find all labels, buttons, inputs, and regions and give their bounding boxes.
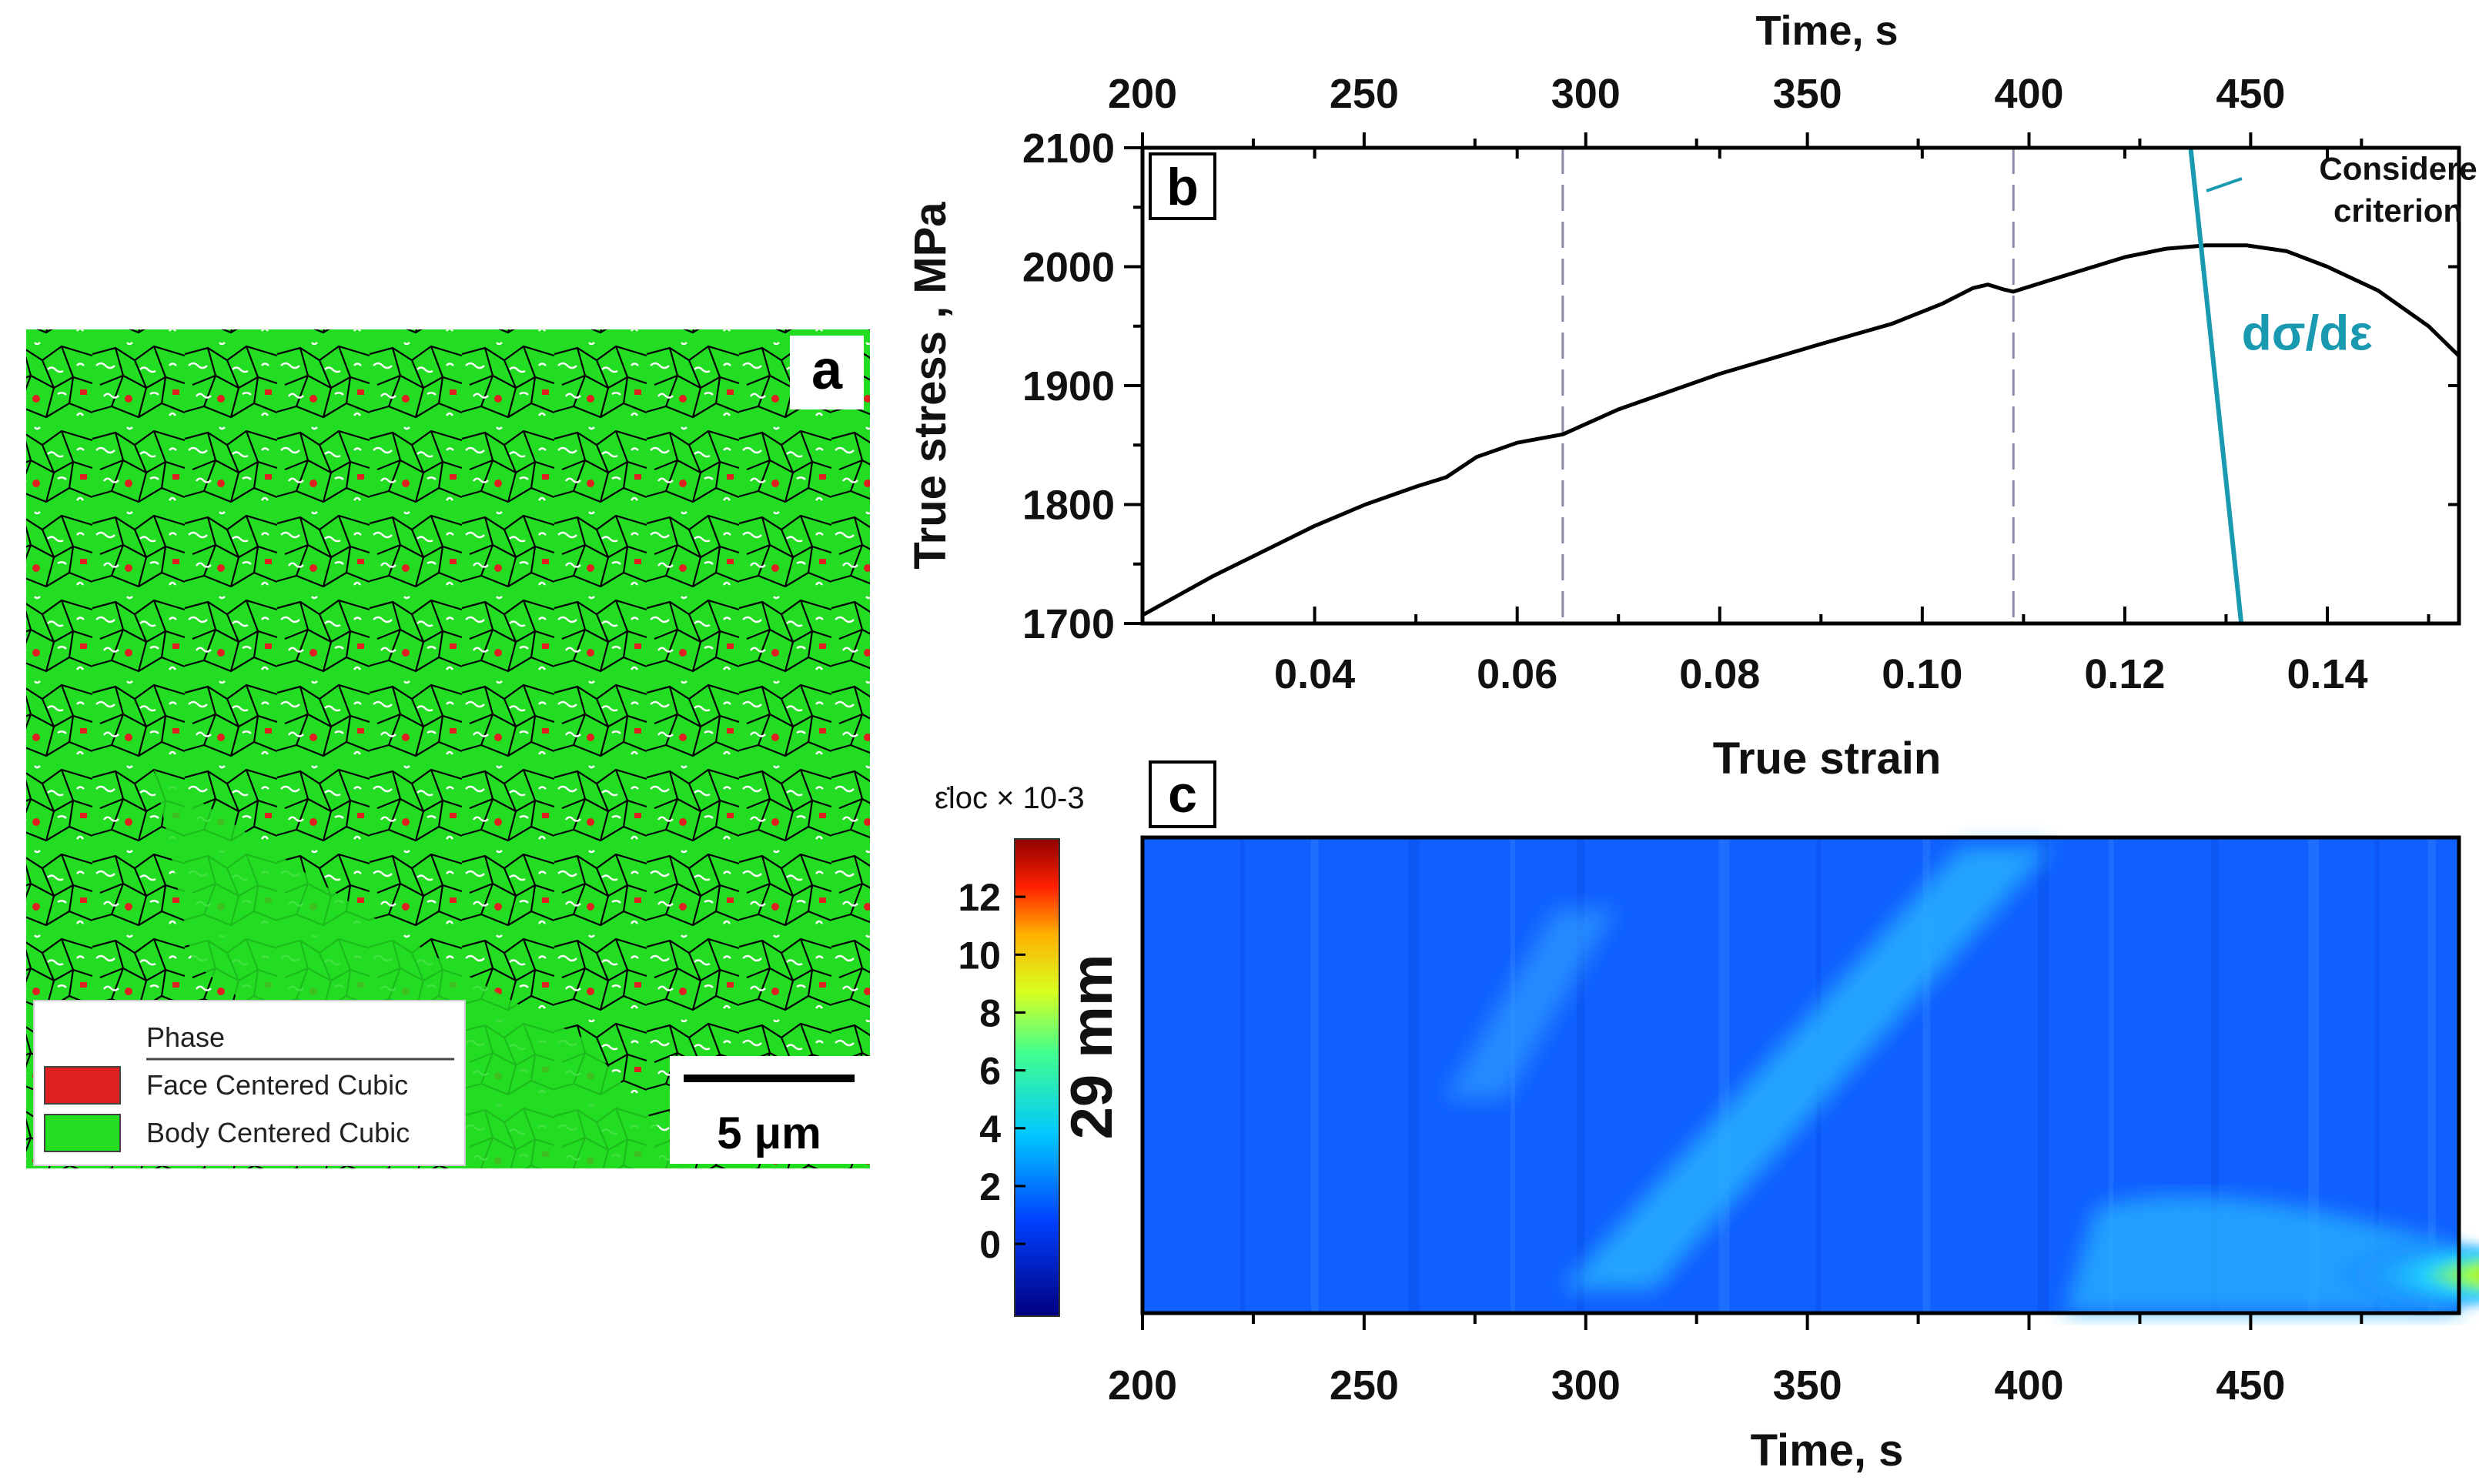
c-x-tick-label: 400 <box>1994 1362 2063 1409</box>
localization-band <box>1561 847 2053 1290</box>
x2-tick-label: 200 <box>1108 71 1177 117</box>
phase-legend-title: Phase <box>146 1021 225 1053</box>
localization-hotspot <box>2238 1238 2479 1312</box>
heatmap-stripe <box>1310 837 1319 1313</box>
heatmap-stripe <box>1718 837 1730 1313</box>
scale-bar-label: 5 μm <box>717 1108 821 1158</box>
x-tick-label: 0.12 <box>2084 651 2165 697</box>
panel-b-label-box <box>1149 152 1216 220</box>
panel-c-label: c <box>1168 765 1197 824</box>
heatmap-stripe <box>2210 837 2219 1313</box>
c-x-tick-label: 200 <box>1108 1362 1177 1409</box>
c-x-tick-label: 250 <box>1330 1362 1399 1409</box>
colorbar-tick-label: 2 <box>979 1165 1001 1208</box>
scale-bar-line <box>684 1075 855 1082</box>
heatmap-stripe <box>1408 837 1420 1313</box>
panel-b-label: b <box>1166 158 1199 216</box>
x2-tick-label: 300 <box>1551 71 1621 117</box>
dsigma-deps-curve <box>2188 147 2244 624</box>
x-tick-label: 0.14 <box>2287 651 2367 697</box>
panel-c-x-title: Time, s <box>1751 1426 1904 1476</box>
c-x-tick-label: 300 <box>1551 1362 1621 1409</box>
c-x-tick-label: 450 <box>2216 1362 2285 1409</box>
panel-c-y-title: 29 mm <box>1059 954 1125 1140</box>
stress-strain-curve <box>1141 243 2461 617</box>
legend-label-bcc: Body Centered Cubic <box>146 1117 410 1148</box>
annotation-pointer <box>2206 177 2243 192</box>
x2-tick-label: 450 <box>2216 71 2285 117</box>
colorbar-tick-label: 0 <box>979 1223 1001 1266</box>
y-tick-label: 2000 <box>1022 245 1115 291</box>
scale-bar-box <box>670 1056 870 1164</box>
y-tick-label: 1800 <box>1022 483 1115 529</box>
x2-tick-label: 250 <box>1330 71 1399 117</box>
annotation-label: dσ/dε <box>2242 306 2373 361</box>
colorbar-label: ε̇loc × 10-3 <box>935 781 1085 815</box>
heatmap-stripe <box>2038 837 2049 1313</box>
localization-band <box>1444 908 1617 1099</box>
panel-a-label-box <box>790 336 864 409</box>
heatmap-stripe <box>2427 837 2436 1313</box>
x-tick-label: 0.10 <box>1882 651 1962 697</box>
heatmap-stripe <box>2308 837 2320 1313</box>
panel-b-y-ticks: 1700 1800 1900 2000 2100 <box>1022 125 2459 647</box>
colorbar-tick-label: 8 <box>979 991 1001 1034</box>
panel-b-x2-ticks: 200 250 300 350 400 450 <box>1108 71 2364 148</box>
heatmap-stripe <box>1922 837 1931 1313</box>
colorbar-tick-label: 4 <box>979 1108 1001 1151</box>
c-x-tick-label: 350 <box>1773 1362 1842 1409</box>
heatmap-stripe <box>1240 837 1245 1313</box>
panel-b-x2-title: Time, s <box>1755 8 1898 54</box>
panel-b-stress-strain: Time, s 200 250 300 350 400 450 0.04 0.06 0.08 0… <box>905 8 2477 784</box>
phase-legend: Phase Face Centered Cubic Body Centered … <box>33 1000 466 1166</box>
legend-swatch-bcc <box>44 1114 121 1152</box>
heatmap-stripe <box>1577 837 1585 1313</box>
x-tick-label: 0.08 <box>1679 651 1760 697</box>
colorbar-tick-label: 6 <box>979 1050 1001 1093</box>
heatmap-bands <box>1444 847 2479 1313</box>
panel-b-x-ticks: 0.04 0.06 0.08 0.10 0.12 0.14 <box>1212 148 2430 697</box>
y-tick-label: 1900 <box>1022 363 1115 409</box>
panel-c-plot-frame <box>1140 835 2461 1315</box>
panel-a-micrograph: a Phase Face Centered Cubic Body Centere… <box>26 329 870 1168</box>
annotation-label: Considere <box>2319 151 2477 187</box>
x2-tick-label: 350 <box>1773 71 1842 117</box>
colorbar-tick-label: 12 <box>958 876 1001 919</box>
heatmap-stripe <box>2374 837 2380 1313</box>
panel-c-heatmap: 200 250 300 350 400 450 Time, s 29 mm c ε̇loc… <box>935 760 2479 1476</box>
colorbar-tick-label: 10 <box>958 934 1001 977</box>
panel-b-vlines <box>1561 148 2015 623</box>
panel-b-y-title: True stress , MPa <box>905 202 955 570</box>
panel-b-annotations: Considere criterion dσ/dε <box>2242 151 2477 361</box>
panel-b-plot-frame <box>1140 145 2461 626</box>
annotation-label: criterion <box>2333 192 2463 229</box>
scale-bar: 5 μm <box>670 1056 870 1164</box>
y-tick-label: 1700 <box>1022 601 1115 647</box>
colorbar <box>1014 838 1060 1317</box>
legend-swatch-fcc <box>44 1066 121 1105</box>
panel-b-x-title: True strain <box>1713 734 1942 784</box>
y-tick-label: 2100 <box>1022 125 1115 172</box>
panel-a-label: a <box>811 339 843 401</box>
legend-label-fcc: Face Centered Cubic <box>146 1069 408 1101</box>
x-tick-label: 0.04 <box>1274 651 1355 697</box>
heatmap-stripe <box>2109 837 2114 1313</box>
colorbar-ticks: 0 2 4 6 8 10 12 <box>958 876 1025 1266</box>
panel-c-x-ticks: 200 250 300 350 400 450 <box>1108 1313 2364 1409</box>
panel-b-series <box>1141 147 2461 624</box>
x2-tick-label: 400 <box>1994 71 2063 117</box>
x-tick-label: 0.06 <box>1477 651 1557 697</box>
panel-c-label-box <box>1149 760 1216 828</box>
micrograph-clear-region <box>154 770 693 1168</box>
